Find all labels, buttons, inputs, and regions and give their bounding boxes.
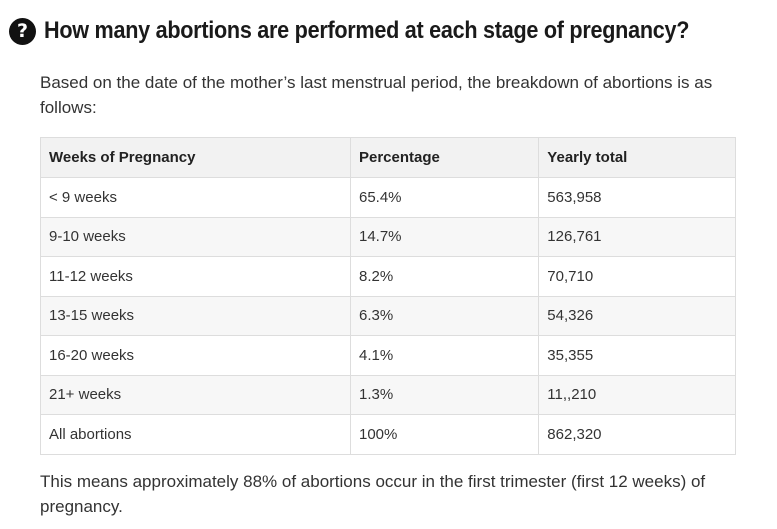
header-yearly-total: Yearly total <box>538 137 736 178</box>
cell-percentage: 4.1% <box>349 335 540 376</box>
table-row: 9-10 weeks 14.7% 126,761 <box>40 216 736 257</box>
table-row: 11-12 weeks 8.2% 70,710 <box>40 256 736 297</box>
cell-percentage: 100% <box>349 414 540 455</box>
cell-yearly-total: 70,710 <box>538 256 736 297</box>
abortion-breakdown-table: Weeks of Pregnancy Percentage Yearly tot… <box>40 137 736 455</box>
cell-weeks: 9-10 weeks <box>40 216 351 257</box>
cell-yearly-total: 54,326 <box>538 295 736 336</box>
cell-yearly-total: 11,,210 <box>538 374 736 415</box>
header-percentage: Percentage <box>349 137 540 178</box>
intro-paragraph: Based on the date of the mother’s last m… <box>40 73 713 117</box>
header-weeks: Weeks of Pregnancy <box>40 137 351 178</box>
question-title: How many abortions are performed at each… <box>44 17 690 44</box>
question-mark-circle-icon: ? <box>9 17 36 45</box>
cell-yearly-total: 126,761 <box>538 216 736 257</box>
table-row-total: All abortions 100% 862,320 <box>40 414 736 455</box>
cell-percentage: 1.3% <box>349 374 540 415</box>
table-row: 21+ weeks 1.3% 11,,210 <box>40 374 736 415</box>
table-header-row: Weeks of Pregnancy Percentage Yearly tot… <box>40 137 736 178</box>
cell-percentage: 65.4% <box>349 177 540 218</box>
cell-weeks: < 9 weeks <box>40 177 351 218</box>
cell-yearly-total: 35,355 <box>538 335 736 376</box>
summary-paragraph: This means approximately 88% of abortion… <box>40 472 706 516</box>
cell-weeks: All abortions <box>40 414 351 455</box>
cell-weeks: 11-12 weeks <box>40 256 351 297</box>
table-row: 13-15 weeks 6.3% 54,326 <box>40 295 736 336</box>
table-row: 16-20 weeks 4.1% 35,355 <box>40 335 736 376</box>
table-row: < 9 weeks 65.4% 563,958 <box>40 177 736 218</box>
cell-yearly-total: 862,320 <box>538 414 736 455</box>
cell-percentage: 6.3% <box>349 295 540 336</box>
cell-percentage: 14.7% <box>349 216 540 257</box>
cell-weeks: 21+ weeks <box>40 374 351 415</box>
cell-percentage: 8.2% <box>349 256 540 297</box>
cell-weeks: 16-20 weeks <box>40 335 351 376</box>
cell-yearly-total: 563,958 <box>538 177 736 218</box>
cell-weeks: 13-15 weeks <box>40 295 351 336</box>
question-heading: ? How many abortions are performed at ea… <box>9 17 761 45</box>
